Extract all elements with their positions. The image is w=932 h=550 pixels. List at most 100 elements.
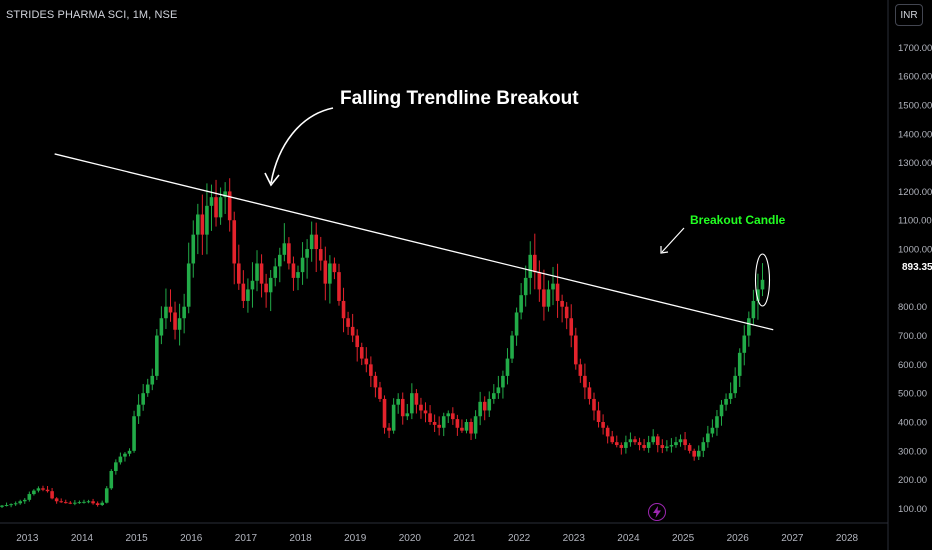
candle-body (660, 445, 665, 448)
candle-body (218, 197, 223, 218)
candle-body (655, 436, 660, 446)
candle-arrowhead (660, 246, 669, 254)
candle-body (73, 502, 77, 504)
candle-body (82, 501, 86, 503)
candle-body (528, 254, 533, 278)
candle-body (27, 494, 32, 500)
candle-body (355, 335, 359, 348)
candle-body (546, 289, 551, 307)
candle-body (751, 300, 756, 319)
candle-body (555, 283, 560, 301)
candle-body (437, 424, 441, 428)
y-tick-label: 100.00 (898, 504, 927, 515)
candle-body (446, 413, 451, 417)
candle-body (259, 263, 264, 284)
candle-body (177, 318, 182, 330)
falling-trendline (54, 153, 774, 331)
candle-body (514, 312, 519, 336)
candle-body (100, 502, 104, 506)
candle-body (109, 471, 114, 489)
lightning-icon[interactable] (648, 503, 666, 521)
y-tick-label: 1600.00 (898, 72, 932, 83)
candle-body (432, 422, 437, 425)
candle-body (619, 445, 624, 448)
candle-body (50, 491, 54, 499)
candle-body (114, 462, 118, 471)
candle-body (696, 450, 701, 457)
breakout-candle-annotation: Breakout Candle (690, 213, 786, 227)
candle-body (728, 393, 733, 399)
candle-body (45, 489, 50, 492)
candle-body (560, 300, 564, 307)
candle-body (651, 436, 655, 443)
candle-body (610, 436, 615, 443)
x-tick-label: 2013 (16, 533, 39, 544)
candle-body (277, 254, 282, 267)
candle-body (246, 289, 250, 301)
candle-body (519, 295, 523, 313)
candle-arrow (661, 227, 685, 253)
x-tick-label: 2025 (672, 533, 695, 544)
candle-body (742, 335, 747, 353)
candle-body (428, 413, 432, 422)
candle-body (209, 197, 214, 206)
x-tick-label: 2014 (71, 533, 94, 544)
candle-body (692, 450, 696, 457)
currency-button[interactable]: INR (895, 4, 923, 26)
candle-body (587, 387, 592, 399)
candle-body (136, 404, 141, 417)
candle-body (633, 439, 637, 443)
y-tick-label: 1200.00 (898, 187, 932, 198)
candle-body (583, 375, 587, 388)
candle-body (264, 283, 268, 293)
candle-body (678, 439, 683, 443)
candle-body (451, 413, 455, 420)
candle-body (760, 279, 765, 290)
candle-body (523, 277, 528, 296)
candle-body (573, 335, 578, 365)
candle-body (168, 306, 173, 313)
candle-body (419, 404, 423, 411)
candle-body (510, 335, 514, 359)
candle-body (373, 375, 378, 388)
x-tick-label: 2016 (180, 533, 203, 544)
candle-body (287, 243, 291, 264)
symbol-title: STRIDES PHARMA SCI, 1M, NSE (6, 9, 178, 21)
candle-body (323, 260, 328, 284)
x-tick-label: 2022 (508, 533, 531, 544)
candle-body (482, 401, 487, 411)
candle-body (706, 433, 710, 443)
candle-body (400, 398, 405, 417)
candle-body (596, 410, 601, 422)
trendline-annotation: Falling Trendline Breakout (340, 88, 579, 109)
candle-body (455, 419, 460, 428)
candle-body (460, 427, 464, 431)
y-tick-label: 1300.00 (898, 158, 932, 169)
candle-body (36, 488, 41, 491)
breakout-candle-ellipse (754, 253, 771, 307)
candle-body (642, 445, 646, 448)
y-tick-label: 1100.00 (898, 216, 932, 227)
candle-body (346, 318, 350, 327)
candle-body (241, 283, 246, 301)
candle-body (592, 398, 596, 411)
y-tick-label: 200.00 (898, 475, 927, 486)
candle-body (291, 263, 296, 278)
candle-body (0, 505, 4, 507)
candle-body (496, 387, 501, 394)
current-price-label: 893.35 (902, 262, 932, 273)
candle-body (77, 502, 82, 504)
candle-body (414, 393, 419, 405)
y-tick-label: 1000.00 (898, 245, 932, 256)
candle-body (91, 501, 95, 504)
candle-body (200, 214, 205, 235)
x-tick-label: 2027 (781, 533, 804, 544)
candle-body (227, 191, 232, 221)
candle-body (223, 191, 227, 198)
x-tick-label: 2021 (453, 533, 476, 544)
y-tick-label: 1500.00 (898, 100, 932, 111)
candle-body (118, 456, 123, 463)
candle-body (701, 442, 706, 451)
candle-body (104, 488, 109, 503)
